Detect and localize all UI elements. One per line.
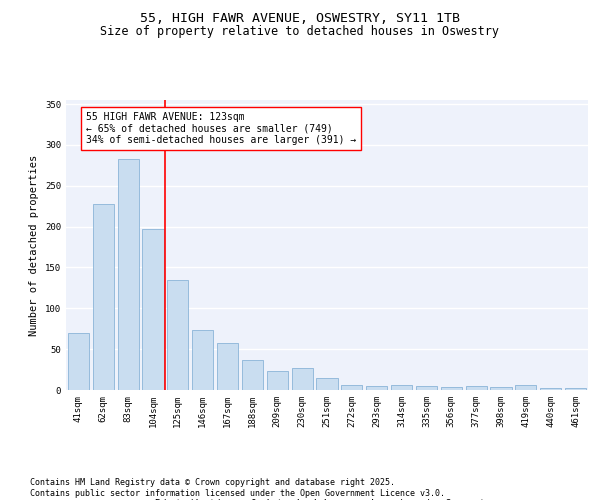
Bar [93, 204, 114, 390]
Bar [167, 280, 188, 390]
Text: Contains HM Land Registry data © Crown copyright and database right 2025.
Contai: Contains HM Land Registry data © Crown c… [30, 478, 445, 498]
Bar [217, 342, 238, 390]
Bar [565, 388, 586, 390]
Bar [267, 371, 288, 390]
Text: 55, HIGH FAWR AVENUE, OSWESTRY, SY11 1TB: 55, HIGH FAWR AVENUE, OSWESTRY, SY11 1TB [140, 12, 460, 26]
Bar [118, 159, 139, 390]
Y-axis label: Number of detached properties: Number of detached properties [29, 154, 40, 336]
Text: 55 HIGH FAWR AVENUE: 123sqm
← 65% of detached houses are smaller (749)
34% of se: 55 HIGH FAWR AVENUE: 123sqm ← 65% of det… [86, 112, 356, 146]
Bar [192, 330, 213, 390]
Text: Size of property relative to detached houses in Oswestry: Size of property relative to detached ho… [101, 25, 499, 38]
Bar [466, 386, 487, 390]
Bar [490, 386, 512, 390]
Bar [391, 385, 412, 390]
Bar [416, 386, 437, 390]
Bar [366, 386, 387, 390]
Bar [540, 388, 561, 390]
Bar [68, 333, 89, 390]
Bar [341, 385, 362, 390]
Bar [441, 386, 462, 390]
Bar [142, 229, 164, 390]
Bar [316, 378, 338, 390]
Bar [242, 360, 263, 390]
Bar [515, 385, 536, 390]
Bar [292, 368, 313, 390]
